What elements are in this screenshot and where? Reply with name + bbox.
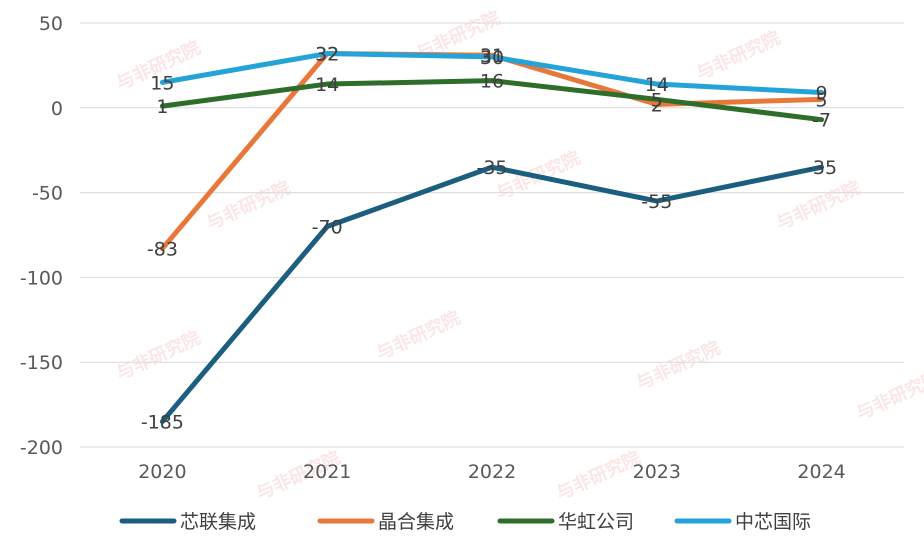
watermark-text: 与非研究院 (113, 327, 204, 385)
y-tick-label: -100 (20, 267, 63, 289)
data-label: -7 (812, 110, 831, 132)
legend-label: 华虹公司 (558, 511, 634, 533)
watermark-text: 与非研究院 (373, 307, 464, 365)
y-tick-label: 0 (51, 98, 63, 120)
series-line-2 (159, 78, 825, 123)
data-label: 14 (315, 74, 339, 96)
legend-label: 晶合集成 (378, 511, 454, 533)
data-label: -55 (641, 191, 672, 213)
series-lines (159, 51, 825, 425)
y-tick-label: -150 (20, 352, 63, 374)
legend: 芯联集成 晶合集成 华虹公司 中芯国际 (119, 511, 811, 533)
x-tick-label: 2023 (633, 461, 681, 483)
y-tick-label: -200 (20, 437, 63, 459)
data-label: 16 (480, 71, 504, 93)
data-label: -35 (806, 157, 837, 179)
series-line-3 (159, 51, 825, 96)
data-label: -185 (141, 412, 184, 434)
data-label: 14 (645, 74, 669, 96)
legend-label: 中芯国际 (735, 511, 811, 533)
gridlines (80, 22, 904, 448)
y-axis: 50 0 -50 -100 -150 -200 (20, 13, 63, 459)
data-label: 30 (480, 47, 504, 69)
x-tick-label: 2024 (797, 461, 845, 483)
legend-label: 芯联集成 (180, 511, 256, 533)
data-label: 2 (651, 94, 663, 116)
data-label: -70 (312, 217, 343, 239)
x-axis: 2020 2021 2022 2023 2024 (138, 461, 846, 483)
data-label: -35 (476, 157, 507, 179)
data-label: 32 (315, 44, 339, 66)
watermark-text: 与非研究院 (633, 337, 724, 395)
watermark-text: 与非研究院 (693, 27, 784, 85)
data-label: 5 (651, 89, 663, 111)
watermark-text: 与非研究院 (553, 447, 644, 505)
watermark-text: 与非研究院 (773, 177, 864, 235)
x-tick-label: 2022 (468, 461, 516, 483)
data-label: 32 (315, 44, 339, 66)
x-tick-label: 2020 (138, 461, 186, 483)
watermark-text: 与非研究院 (853, 367, 924, 425)
y-tick-label: -50 (32, 183, 63, 205)
data-label: 15 (150, 72, 174, 94)
series-line-0 (159, 164, 825, 425)
x-tick-label: 2021 (303, 461, 351, 483)
data-label: -83 (147, 239, 178, 261)
data-label: 1 (156, 96, 168, 118)
y-tick-label: 50 (39, 13, 63, 35)
data-label: 31 (480, 45, 504, 67)
data-label: 5 (816, 89, 828, 111)
data-label: 9 (816, 83, 828, 105)
